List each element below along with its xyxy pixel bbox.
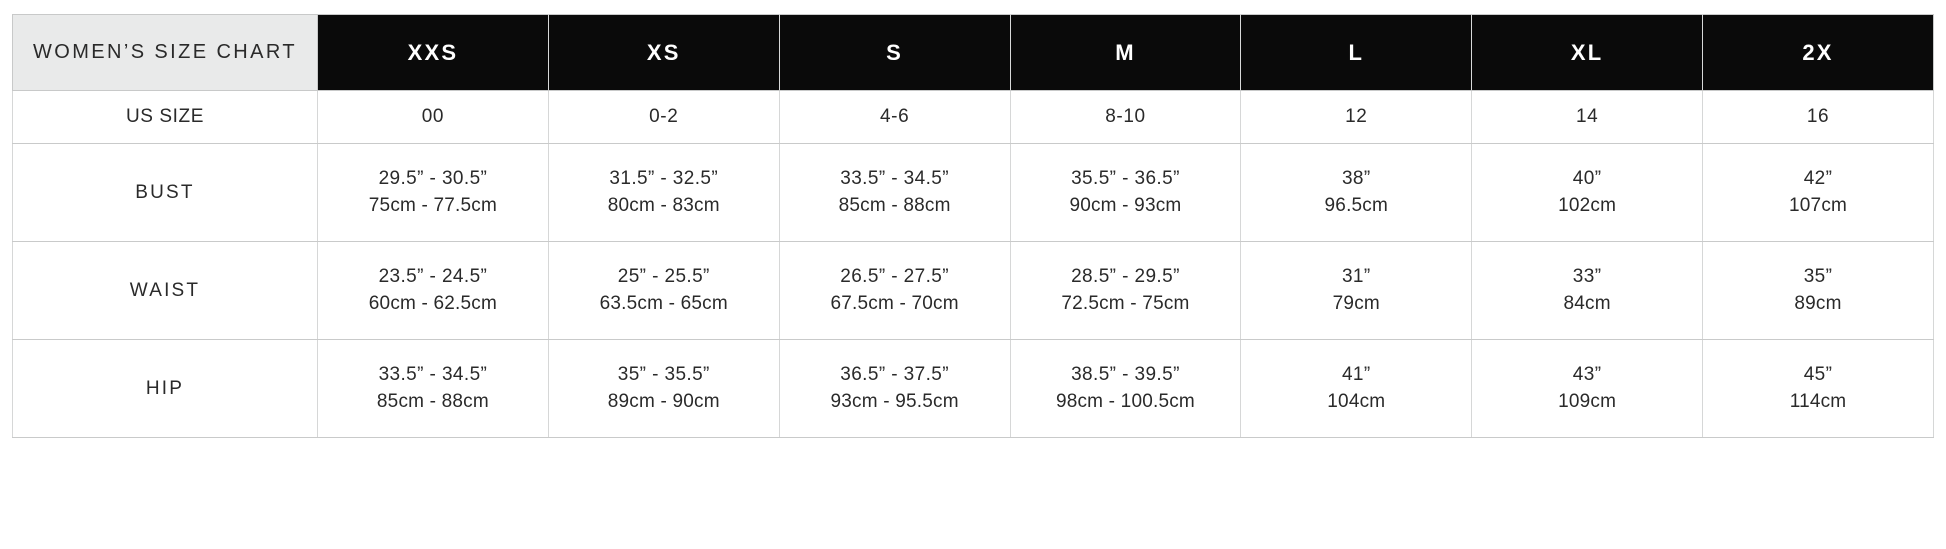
value-inches: 31” <box>1341 266 1371 288</box>
value-cm: 63.5cm - 65cm <box>599 292 728 314</box>
value-cm: 67.5cm - 70cm <box>830 292 959 314</box>
size-column-header-2x: 2X <box>1702 14 1934 91</box>
value-inches: 45” <box>1803 364 1833 386</box>
cell-hip-xs: 35” - 35.5” 89cm - 90cm <box>548 339 780 438</box>
cell-us-size-l: 12 <box>1240 90 1473 144</box>
size-chart-container: WOMEN’S SIZE CHART XXS XS S M L XL 2X US… <box>12 14 1934 438</box>
row-label-waist: WAIST <box>12 241 318 340</box>
value-cm: 72.5cm - 75cm <box>1061 292 1190 314</box>
cell-bust-s: 33.5” - 34.5” 85cm - 88cm <box>779 143 1011 242</box>
value-inches: 26.5” - 27.5” <box>840 266 949 288</box>
value-inches: 38.5” - 39.5” <box>1071 364 1180 386</box>
size-column-header-l: L <box>1240 14 1473 91</box>
cell-waist-xxs: 23.5” - 24.5” 60cm - 62.5cm <box>317 241 549 340</box>
cell-bust-xl: 40” 102cm <box>1471 143 1704 242</box>
table-body: US SIZE 00 0-2 4-6 8-10 12 14 16 BUST 29… <box>12 90 1934 438</box>
value-cm: 107cm <box>1789 194 1848 216</box>
cell-bust-xxs: 29.5” - 30.5” 75cm - 77.5cm <box>317 143 549 242</box>
value-cm: 104cm <box>1327 390 1386 412</box>
value-cm: 90cm - 93cm <box>1069 194 1182 216</box>
value-cm: 85cm - 88cm <box>376 390 489 412</box>
size-column-header-xs: XS <box>548 14 780 91</box>
table-row-waist: WAIST 23.5” - 24.5” 60cm - 62.5cm 25” - … <box>12 241 1934 340</box>
table-row-us-size: US SIZE 00 0-2 4-6 8-10 12 14 16 <box>12 90 1934 144</box>
chart-title: WOMEN’S SIZE CHART <box>12 14 318 91</box>
value-inches: 28.5” - 29.5” <box>1071 266 1180 288</box>
table-row-hip: HIP 33.5” - 34.5” 85cm - 88cm 35” - 35.5… <box>12 339 1934 438</box>
value-cm: 96.5cm <box>1324 194 1389 216</box>
value-cm: 75cm - 77.5cm <box>368 194 498 216</box>
cell-waist-xl: 33” 84cm <box>1471 241 1704 340</box>
cell-waist-2x: 35” 89cm <box>1702 241 1934 340</box>
value-inches: 41” <box>1341 364 1371 386</box>
value-cm: 89cm - 90cm <box>607 390 720 412</box>
value-inches: 33.5” - 34.5” <box>378 364 488 386</box>
cell-us-size-2x: 16 <box>1702 90 1934 144</box>
cell-bust-m: 35.5” - 36.5” 90cm - 93cm <box>1010 143 1242 242</box>
value-inches: 38” <box>1341 168 1371 190</box>
cell-hip-xxs: 33.5” - 34.5” 85cm - 88cm <box>317 339 549 438</box>
row-label-us-size: US SIZE <box>12 90 318 144</box>
value-inches: 25” - 25.5” <box>617 266 710 288</box>
cell-hip-l: 41” 104cm <box>1240 339 1473 438</box>
cell-waist-l: 31” 79cm <box>1240 241 1473 340</box>
value-cm: 60cm - 62.5cm <box>368 292 498 314</box>
value-inches: 40” <box>1572 168 1602 190</box>
value-cm: 102cm <box>1558 194 1617 216</box>
cell-us-size-xxs: 00 <box>317 90 549 144</box>
cell-hip-xl: 43” 109cm <box>1471 339 1704 438</box>
value-cm: 93cm - 95.5cm <box>830 390 959 412</box>
cell-bust-l: 38” 96.5cm <box>1240 143 1473 242</box>
value-cm: 109cm <box>1558 390 1617 412</box>
value-inches: 43” <box>1572 364 1602 386</box>
cell-us-size-m: 8-10 <box>1010 90 1242 144</box>
row-label-hip: HIP <box>12 339 318 438</box>
value-inches: 33.5” - 34.5” <box>840 168 949 190</box>
womens-size-chart-table: WOMEN’S SIZE CHART XXS XS S M L XL 2X US… <box>12 14 1934 438</box>
value-inches: 29.5” - 30.5” <box>378 168 488 190</box>
row-label-bust: BUST <box>12 143 318 242</box>
size-column-header-xl: XL <box>1471 14 1704 91</box>
table-row-bust: BUST 29.5” - 30.5” 75cm - 77.5cm 31.5” -… <box>12 143 1934 242</box>
value-inches: 35” <box>1803 266 1833 288</box>
value-cm: 114cm <box>1789 390 1847 412</box>
value-inches: 36.5” - 37.5” <box>840 364 949 386</box>
value-inches: 35.5” - 36.5” <box>1071 168 1180 190</box>
value-inches: 31.5” - 32.5” <box>609 168 719 190</box>
value-cm: 85cm - 88cm <box>838 194 951 216</box>
value-cm: 89cm <box>1794 292 1842 314</box>
value-cm: 84cm <box>1563 292 1611 314</box>
value-inches: 23.5” - 24.5” <box>378 266 488 288</box>
cell-us-size-xs: 0-2 <box>548 90 780 144</box>
cell-waist-s: 26.5” - 27.5” 67.5cm - 70cm <box>779 241 1011 340</box>
cell-hip-s: 36.5” - 37.5” 93cm - 95.5cm <box>779 339 1011 438</box>
size-column-header-s: S <box>779 14 1011 91</box>
value-cm: 98cm - 100.5cm <box>1055 390 1195 412</box>
cell-us-size-xl: 14 <box>1471 90 1704 144</box>
value-cm: 79cm <box>1332 292 1380 314</box>
cell-waist-xs: 25” - 25.5” 63.5cm - 65cm <box>548 241 780 340</box>
size-column-header-m: M <box>1010 14 1242 91</box>
cell-hip-m: 38.5” - 39.5” 98cm - 100.5cm <box>1010 339 1242 438</box>
header-row: WOMEN’S SIZE CHART XXS XS S M L XL 2X <box>12 14 1934 91</box>
cell-hip-2x: 45” 114cm <box>1702 339 1934 438</box>
table-head: WOMEN’S SIZE CHART XXS XS S M L XL 2X <box>12 14 1934 91</box>
cell-us-size-s: 4-6 <box>779 90 1011 144</box>
cell-waist-m: 28.5” - 29.5” 72.5cm - 75cm <box>1010 241 1242 340</box>
value-inches: 33” <box>1572 266 1602 288</box>
value-inches: 42” <box>1803 168 1833 190</box>
size-column-header-xxs: XXS <box>317 14 549 91</box>
cell-bust-xs: 31.5” - 32.5” 80cm - 83cm <box>548 143 780 242</box>
cell-bust-2x: 42” 107cm <box>1702 143 1934 242</box>
value-cm: 80cm - 83cm <box>607 194 720 216</box>
value-inches: 35” - 35.5” <box>617 364 710 386</box>
